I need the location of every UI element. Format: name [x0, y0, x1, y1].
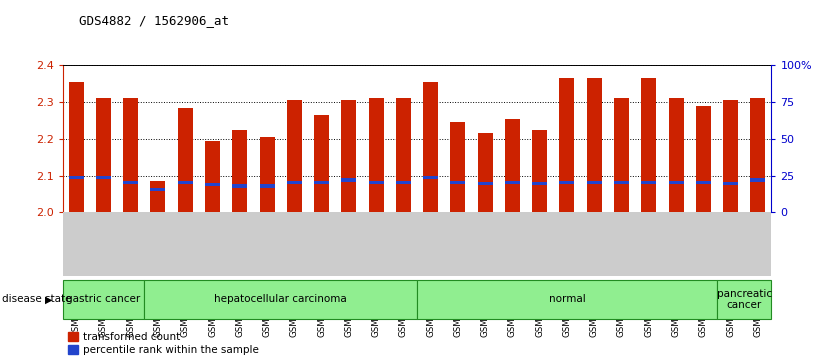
Bar	[178, 180, 193, 184]
Text: hepatocellular carcinoma: hepatocellular carcinoma	[214, 294, 347, 305]
Bar	[369, 180, 384, 184]
Bar	[396, 98, 411, 212]
FancyBboxPatch shape	[717, 280, 771, 319]
Bar	[723, 182, 738, 185]
Bar	[505, 180, 520, 184]
Text: disease state: disease state	[2, 294, 71, 305]
Bar	[150, 188, 165, 191]
Bar	[123, 98, 138, 212]
Bar	[423, 82, 438, 212]
Bar	[751, 178, 766, 182]
Text: normal: normal	[549, 294, 585, 305]
FancyBboxPatch shape	[417, 280, 717, 319]
Bar	[423, 176, 438, 179]
Bar	[614, 98, 629, 212]
Bar	[641, 180, 656, 184]
Bar	[669, 180, 684, 184]
Bar	[587, 180, 601, 184]
Bar	[341, 178, 356, 182]
Bar	[723, 100, 738, 212]
Bar	[560, 180, 575, 184]
Bar	[96, 176, 111, 179]
Bar	[450, 180, 465, 184]
Bar	[696, 180, 711, 184]
Text: pancreatic
cancer: pancreatic cancer	[716, 289, 771, 310]
Bar	[123, 180, 138, 184]
Legend: transformed count, percentile rank within the sample: transformed count, percentile rank withi…	[68, 332, 259, 355]
Bar	[369, 98, 384, 212]
Bar	[287, 100, 302, 212]
Bar	[259, 184, 274, 188]
FancyBboxPatch shape	[63, 280, 144, 319]
Bar	[205, 141, 220, 212]
Bar	[478, 182, 493, 185]
Bar	[259, 137, 274, 212]
Text: ▶: ▶	[45, 294, 53, 305]
Bar	[205, 183, 220, 187]
Bar	[669, 98, 684, 212]
Bar	[233, 184, 247, 188]
Bar	[396, 180, 411, 184]
Text: GDS4882 / 1562906_at: GDS4882 / 1562906_at	[79, 15, 229, 28]
Bar	[68, 176, 83, 179]
Bar	[505, 119, 520, 212]
Bar	[96, 98, 111, 212]
Bar	[341, 100, 356, 212]
Bar	[614, 180, 629, 184]
Bar	[532, 182, 547, 185]
Bar	[560, 78, 575, 212]
Bar	[68, 82, 83, 212]
Bar	[314, 115, 329, 212]
Bar	[751, 98, 766, 212]
Bar	[314, 180, 329, 184]
Bar	[696, 106, 711, 212]
Bar	[150, 181, 165, 212]
Bar	[178, 107, 193, 212]
Bar	[287, 180, 302, 184]
Bar	[478, 133, 493, 212]
Bar	[233, 130, 247, 212]
Text: gastric cancer: gastric cancer	[67, 294, 141, 305]
Bar	[450, 122, 465, 212]
Bar	[532, 130, 547, 212]
Bar	[641, 78, 656, 212]
Bar	[587, 78, 601, 212]
FancyBboxPatch shape	[144, 280, 417, 319]
